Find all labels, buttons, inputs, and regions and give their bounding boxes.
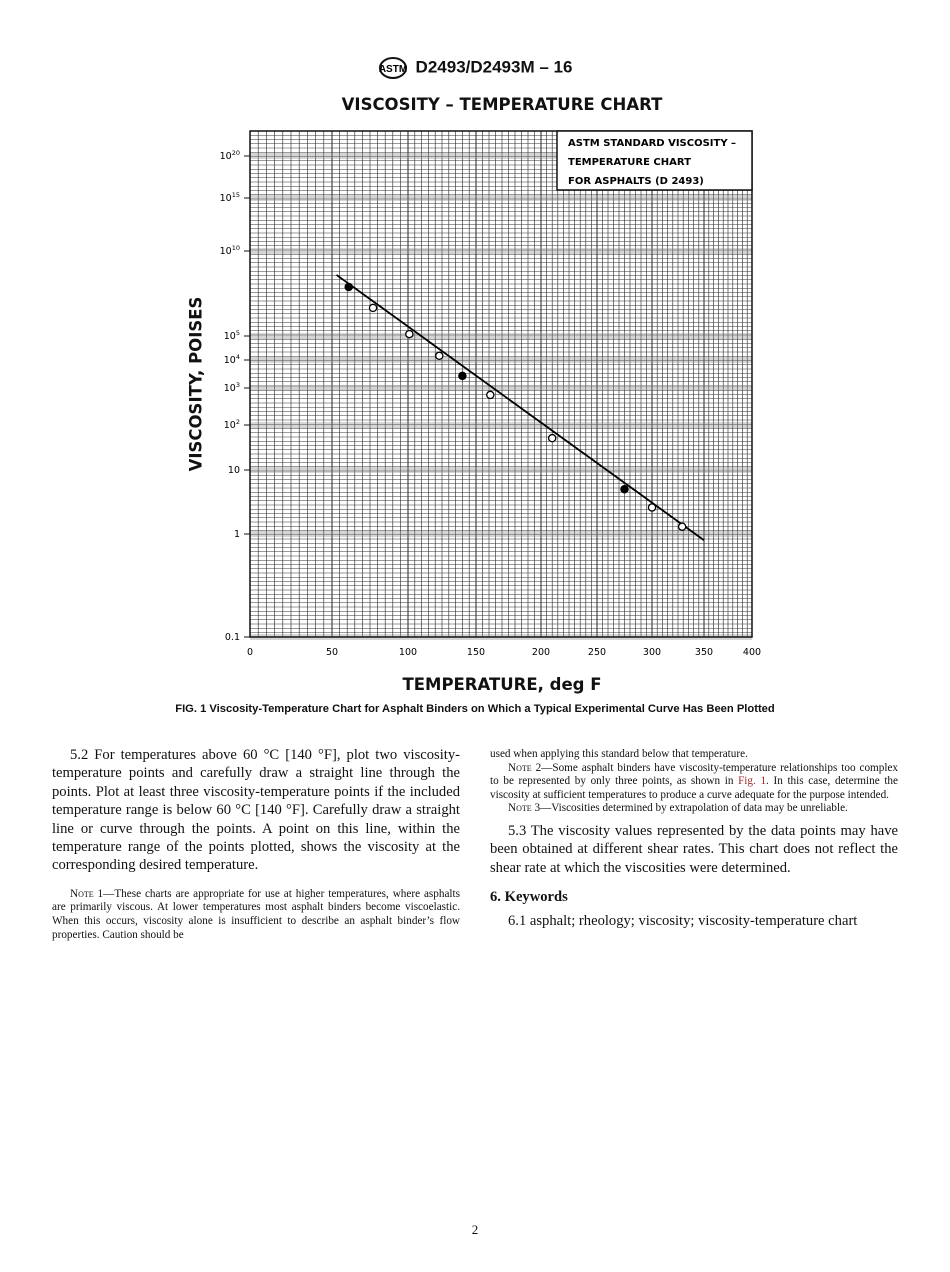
x-tick-label: 100 (399, 647, 417, 658)
legend-line-3: FOR ASPHALTS (D 2493) (568, 176, 704, 187)
x-tick-label: 300 (643, 647, 661, 658)
page-header: ASTM D2493/D2493M – 16 (0, 56, 950, 80)
x-tick-label: 250 (588, 647, 606, 658)
paragraph-6-1: 6.1 asphalt; rheology; viscosity; viscos… (508, 913, 858, 930)
grid-band (250, 195, 752, 201)
grid-band (250, 357, 752, 363)
figure-caption: FIG. 1 Viscosity-Temperature Chart for A… (175, 703, 775, 715)
x-tick-label: 350 (695, 647, 713, 658)
grid-band (250, 467, 752, 473)
y-tick-label: 102 (224, 418, 240, 431)
grid-band (250, 422, 752, 428)
x-tick-label: 200 (532, 647, 550, 658)
astm-logo-icon: ASTM (378, 57, 407, 79)
grid-band (250, 531, 752, 537)
data-point-open (486, 390, 495, 400)
fig-1-link[interactable]: Fig. 1 (738, 775, 767, 788)
page-number: 2 (471, 1222, 479, 1237)
y-axis-label: VISCOSITY, POISES (186, 296, 206, 472)
viscosity-temperature-chart: 0 50 100 150 200 250 300 350 400 0.1 1 10 102 103 104 1… (220, 130, 761, 658)
designation: D2493/D2493M – 16 (415, 57, 573, 77)
data-point-open (368, 303, 378, 313)
grid-band (250, 333, 752, 339)
x-tick-label: 150 (467, 647, 485, 658)
data-point-filled (620, 485, 629, 494)
paragraph-5-3: 5.3 The viscosity values represented by … (490, 822, 898, 876)
plot-frame (249, 130, 753, 638)
left-column: 5.2 For temperatures above 60 °C [140 °F… (52, 746, 460, 942)
x-axis-label: TEMPERATURE, deg F (402, 675, 602, 694)
y-tick-label: 1020 (220, 149, 240, 162)
chart-ticks: 0 50 100 150 200 250 300 350 400 0.1 1 10 102 103 104 1… (220, 149, 761, 658)
legend-box: ASTM STANDARD VISCOSITY – TEMPERATURE CH… (556, 130, 753, 191)
legend-line-1: ASTM STANDARD VISCOSITY – (568, 138, 736, 149)
data-point-open (435, 351, 444, 361)
y-tick-label: 103 (224, 381, 240, 394)
data-point-filled (458, 371, 467, 381)
grid-band (250, 153, 752, 159)
data-point-open (677, 522, 687, 531)
x-tick-label: 50 (326, 647, 338, 658)
x-tick-label: 0 (247, 647, 253, 658)
chart-marks (336, 274, 705, 541)
note-2: Note 2—Some asphalt binders have viscosi… (490, 761, 898, 801)
y-tick-label: 10 (228, 465, 240, 476)
grid-band (250, 385, 752, 391)
fit-line (336, 274, 705, 541)
right-column: used when applying this standard below t… (490, 748, 898, 931)
y-tick-label: 105 (224, 329, 240, 342)
x-tick-label: 400 (743, 647, 761, 658)
data-point-open (547, 433, 557, 443)
paragraph-5-2: 5.2 For temperatures above 60 °C [140 °F… (52, 747, 460, 874)
legend-line-2: TEMPERATURE CHART (568, 157, 691, 168)
y-tick-label: 1015 (220, 191, 240, 204)
y-tick-label: 104 (224, 353, 240, 366)
chart-grid (249, 130, 753, 640)
y-tick-label: 1 (234, 529, 240, 540)
chart-title: VISCOSITY – TEMPERATURE CHART (341, 95, 663, 114)
data-point-open (647, 503, 657, 512)
data-point-filled (344, 282, 353, 292)
y-tick-label: 0.1 (225, 632, 240, 643)
svg-text:ASTM: ASTM (378, 64, 406, 75)
note-1-continued: used when applying this standard below t… (490, 748, 748, 760)
section-6-heading: 6. Keywords (490, 889, 568, 906)
note-1: Note 1—These charts are appropriate for … (52, 887, 460, 941)
data-point-open (405, 329, 414, 339)
grid-band (250, 248, 752, 254)
note-3: Note 3—Viscosities determined by extrapo… (508, 802, 848, 815)
y-tick-label: 1010 (220, 244, 240, 257)
